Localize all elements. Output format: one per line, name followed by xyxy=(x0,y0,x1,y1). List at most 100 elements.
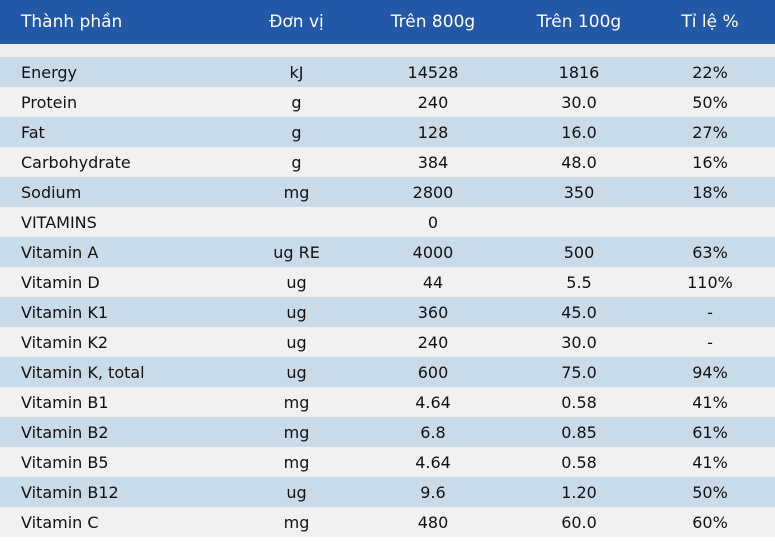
cell-percentage: 41% xyxy=(692,452,728,472)
cell-unit: ug RE xyxy=(273,242,320,262)
cell-unit: kJ xyxy=(289,62,304,82)
cell-unit: g xyxy=(291,122,302,142)
cell-ingredient: Vitamin C xyxy=(21,512,99,532)
cell-ingredient: Vitamin K2 xyxy=(21,332,109,352)
table-row: Sodium mg 2800 350 18% xyxy=(0,177,775,207)
table-row: VITAMINS 0 xyxy=(0,207,775,237)
cell-per-800g: 480 xyxy=(417,512,449,532)
cell-per-800g: 240 xyxy=(417,332,449,352)
cell-percentage: 94% xyxy=(692,362,728,382)
cell-ingredient: Energy xyxy=(21,62,78,82)
cell-per-800g: 128 xyxy=(417,122,449,142)
cell-per-100g: 0.58 xyxy=(561,392,597,412)
cell-per-800g: 4.64 xyxy=(415,392,451,412)
cell-percentage: 110% xyxy=(687,272,733,292)
cell-unit: ug xyxy=(286,272,307,292)
cell-unit: ug xyxy=(286,362,307,382)
header-per-800g: Trên 800g xyxy=(390,12,476,32)
cell-per-800g: 44 xyxy=(422,272,444,292)
cell-ingredient: Vitamin D xyxy=(21,272,100,292)
header-unit: Đơn vị xyxy=(269,12,324,32)
cell-ingredient: Sodium xyxy=(21,182,82,202)
cell-per-100g: 5.5 xyxy=(566,272,592,292)
cell-per-100g: 350 xyxy=(563,182,595,202)
header-percentage: Tỉ lệ % xyxy=(681,12,739,32)
cell-percentage: 16% xyxy=(692,152,728,172)
cell-per-800g: 360 xyxy=(417,302,449,322)
cell-unit: g xyxy=(291,152,302,172)
cell-ingredient: Protein xyxy=(21,92,78,112)
cell-per-800g: 2800 xyxy=(412,182,454,202)
table-row: Vitamin C mg 480 60.0 60% xyxy=(0,507,775,537)
cell-percentage: 50% xyxy=(692,482,728,502)
cell-unit: ug xyxy=(286,302,307,322)
cell-ingredient: Fat xyxy=(21,122,45,142)
table-row: Carbohydrate g 384 48.0 16% xyxy=(0,147,775,177)
cell-per-800g: 4.64 xyxy=(415,452,451,472)
table-row: Vitamin A ug RE 4000 500 63% xyxy=(0,237,775,267)
cell-unit: ug xyxy=(286,482,307,502)
cell-percentage: 61% xyxy=(692,422,728,442)
table-row: Vitamin K, total ug 600 75.0 94% xyxy=(0,357,775,387)
cell-ingredient: Vitamin K1 xyxy=(21,302,109,322)
cell-unit: g xyxy=(291,92,302,112)
cell-percentage: - xyxy=(707,302,713,322)
cell-per-100g: 30.0 xyxy=(561,92,597,112)
table-row: Vitamin B5 mg 4.64 0.58 41% xyxy=(0,447,775,477)
cell-per-100g: 75.0 xyxy=(561,362,597,382)
cell-per-100g: 0.85 xyxy=(561,422,597,442)
header-per-100g: Trên 100g xyxy=(536,12,622,32)
cell-percentage: 63% xyxy=(692,242,728,262)
header-ingredient: Thành phần xyxy=(21,12,123,32)
table-row: Vitamin B1 mg 4.64 0.58 41% xyxy=(0,387,775,417)
cell-ingredient: Vitamin B1 xyxy=(21,392,109,412)
cell-per-800g: 4000 xyxy=(412,242,454,262)
cell-percentage: 60% xyxy=(692,512,728,532)
table-row: Vitamin B12 ug 9.6 1.20 50% xyxy=(0,477,775,507)
cell-per-100g: 1.20 xyxy=(561,482,597,502)
cell-per-800g: 384 xyxy=(417,152,449,172)
cell-percentage: 22% xyxy=(692,62,728,82)
header-spacer xyxy=(0,44,775,57)
table-row: Vitamin K1 ug 360 45.0 - xyxy=(0,297,775,327)
cell-ingredient: Carbohydrate xyxy=(21,152,131,172)
cell-per-800g: 600 xyxy=(417,362,449,382)
table-body: Energy kJ 14528 1816 22% Protein g 240 30.0 50% Fa… xyxy=(0,57,775,537)
cell-per-100g: 30.0 xyxy=(561,332,597,352)
cell-unit: mg xyxy=(283,452,310,472)
table-row: Protein g 240 30.0 50% xyxy=(0,87,775,117)
cell-percentage: 27% xyxy=(692,122,728,142)
cell-ingredient: Vitamin A xyxy=(21,242,99,262)
cell-unit: mg xyxy=(283,422,310,442)
table-row: Fat g 128 16.0 27% xyxy=(0,117,775,147)
cell-per-800g: 240 xyxy=(417,92,449,112)
cell-percentage: 41% xyxy=(692,392,728,412)
cell-unit: ug xyxy=(286,332,307,352)
table-header: Thành phần Đơn vị Trên 800g Trên 100g Tỉ… xyxy=(0,0,775,44)
table-row: Vitamin K2 ug 240 30.0 - xyxy=(0,327,775,357)
table-row: Vitamin B2 mg 6.8 0.85 61% xyxy=(0,417,775,447)
cell-unit: mg xyxy=(283,392,310,412)
cell-ingredient: Vitamin K, total xyxy=(21,362,145,382)
cell-per-100g: 1816 xyxy=(558,62,600,82)
cell-unit: mg xyxy=(283,182,310,202)
cell-per-800g: 14528 xyxy=(407,62,459,82)
cell-ingredient: Vitamin B2 xyxy=(21,422,109,442)
cell-per-800g: 6.8 xyxy=(420,422,446,442)
cell-unit: mg xyxy=(283,512,310,532)
cell-per-100g: 45.0 xyxy=(561,302,597,322)
cell-ingredient: VITAMINS xyxy=(21,212,97,232)
cell-ingredient: Vitamin B12 xyxy=(21,482,119,502)
cell-per-100g: 500 xyxy=(563,242,595,262)
cell-per-800g: 0 xyxy=(427,212,439,232)
cell-percentage: 18% xyxy=(692,182,728,202)
table-row: Vitamin D ug 44 5.5 110% xyxy=(0,267,775,297)
cell-per-100g: 60.0 xyxy=(561,512,597,532)
cell-ingredient: Vitamin B5 xyxy=(21,452,109,472)
cell-per-100g: 0.58 xyxy=(561,452,597,472)
cell-percentage: - xyxy=(707,332,713,352)
cell-per-100g: 16.0 xyxy=(561,122,597,142)
cell-percentage: 50% xyxy=(692,92,728,112)
cell-per-100g: 48.0 xyxy=(561,152,597,172)
